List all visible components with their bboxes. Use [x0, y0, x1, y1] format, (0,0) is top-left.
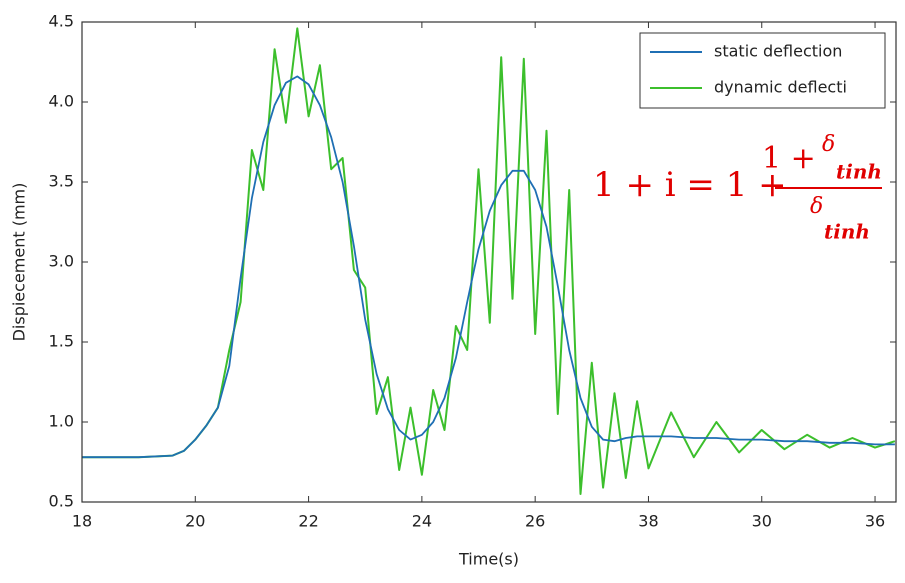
x-tick-label: 26	[525, 512, 545, 531]
formula-den-symbol: δ	[810, 194, 823, 219]
y-tick-label: 4.0	[49, 92, 74, 111]
x-axis-label: Time(s)	[458, 550, 519, 569]
legend-label: static deflection	[714, 42, 842, 61]
x-tick-label: 38	[638, 512, 658, 531]
x-tick-label: 18	[72, 512, 92, 531]
formula-num-symbol: δ	[822, 132, 835, 157]
series-line	[82, 27, 896, 495]
series-line	[82, 75, 895, 459]
formula-den-sub: tinh	[824, 220, 870, 244]
plot-frame	[81, 21, 897, 503]
legend-label: dynamic deflecti	[714, 78, 847, 97]
formula-numerator: 1 +	[762, 141, 816, 176]
y-axis-label: Dispiecement (mm)	[10, 183, 29, 342]
y-tick-label: 0.5	[49, 492, 74, 511]
y-tick-label: 3.0	[49, 252, 74, 271]
formula: 1 + i = 1 + 1 + δ tinh δ tinh	[593, 132, 882, 244]
x-tick-label: 36	[865, 512, 885, 531]
y-tick-label: 4.5	[49, 12, 74, 31]
formula-lhs: 1 + i = 1 +	[593, 165, 787, 205]
x-tick-label: 20	[185, 512, 205, 531]
legend-box	[639, 32, 886, 109]
x-tick-label: 30	[752, 512, 772, 531]
y-tick-label: 1.0	[49, 412, 74, 431]
x-tick-label: 24	[412, 512, 432, 531]
y-tick-label: 1.5	[49, 332, 74, 351]
formula-num-sub: tinh	[836, 160, 882, 184]
y-tick-label: 3.5	[49, 172, 74, 191]
x-tick-label: 22	[298, 512, 318, 531]
